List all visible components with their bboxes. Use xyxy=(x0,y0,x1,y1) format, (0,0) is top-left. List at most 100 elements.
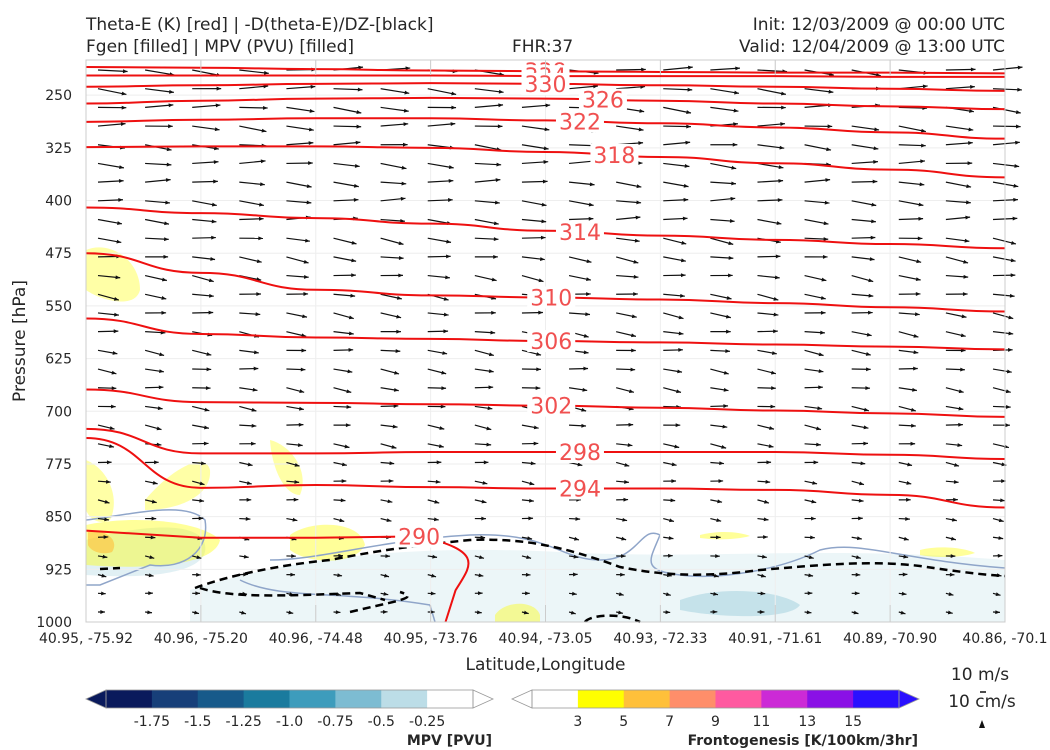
fgen-colorbar-segment xyxy=(807,690,854,708)
wind-vector-head xyxy=(731,181,736,186)
wind-vector-head xyxy=(211,202,217,207)
wind-vector-head xyxy=(122,69,128,74)
wind-vector-head xyxy=(914,312,920,317)
wind-vector-head xyxy=(820,310,826,315)
wind-vector-head xyxy=(442,351,448,355)
wind-vector-head xyxy=(164,237,169,242)
wind-vector-head xyxy=(918,216,924,221)
wind-vector-head xyxy=(154,460,159,465)
wind-vector xyxy=(710,106,739,112)
wind-vector-head xyxy=(115,275,121,280)
wind-vector-head xyxy=(868,278,874,283)
wind-vector xyxy=(945,86,975,90)
wind-vector-head xyxy=(858,498,864,503)
wind-vector-head xyxy=(668,553,673,558)
wind-vector xyxy=(757,69,788,73)
fgen-colorbar-end xyxy=(898,689,920,709)
wind-vector-head xyxy=(725,349,731,354)
mpv-colorbar-tick: -1.0 xyxy=(276,714,303,730)
wind-vector-head xyxy=(346,405,352,409)
wind-vector-head xyxy=(910,407,916,412)
wind-vector-head xyxy=(780,122,786,127)
wind-vector-head xyxy=(152,480,158,485)
theta-e-label: 298 xyxy=(559,441,601,466)
wind-vector xyxy=(616,125,644,131)
wind-vector-head xyxy=(722,424,728,429)
wind-vector xyxy=(427,123,456,127)
wind-vector-head xyxy=(290,572,296,577)
y-axis-label: Pressure [hPa] xyxy=(10,280,30,402)
fgen-fill xyxy=(86,460,114,522)
fgen-colorbar-tick: 7 xyxy=(665,714,674,730)
wind-vector-head xyxy=(403,142,408,147)
wind-vector-head xyxy=(951,517,957,522)
wind-vector-head xyxy=(294,463,300,467)
wind-vector-head xyxy=(773,296,779,301)
wind-vector-head xyxy=(198,516,204,521)
stability-contour xyxy=(99,538,1006,590)
wind-vector-head xyxy=(247,462,253,467)
wind-vector-head xyxy=(300,367,306,372)
wind-vector-head xyxy=(781,105,786,110)
wind-vector-head xyxy=(1005,404,1011,409)
mpv-colorbar-frame xyxy=(105,689,474,709)
wind-vector-head xyxy=(816,426,821,431)
wind-vector-head xyxy=(526,555,532,560)
wind-vector-head xyxy=(687,87,693,92)
wind-vector-head xyxy=(823,237,829,242)
wind-vector xyxy=(97,88,127,95)
wind-vector-head xyxy=(345,423,351,428)
wind-vector-head xyxy=(350,293,356,298)
wind-vector-head xyxy=(396,295,402,300)
axes: 250325400475550625700775850925100040.95,… xyxy=(10,60,1048,675)
theta-e-label-bg xyxy=(527,394,576,417)
wind-vector-head xyxy=(439,426,445,430)
wind-vector-head xyxy=(1010,258,1016,263)
wind-vector-head xyxy=(496,162,502,167)
wind-vector-head xyxy=(346,389,352,394)
wind-vector-head xyxy=(856,536,862,541)
wind-vector-head xyxy=(680,273,686,278)
wind-vector-head xyxy=(486,442,492,447)
wind-vector xyxy=(992,125,1021,128)
wind-vector-head xyxy=(341,462,347,467)
wind-vector-head xyxy=(448,178,454,183)
wind-vector-head xyxy=(922,84,928,89)
wind-vector-head xyxy=(812,480,818,485)
wind-vector-head xyxy=(763,535,768,540)
wind-vector-head xyxy=(728,241,734,246)
wind-vector-head xyxy=(960,333,966,338)
mpv-colorbar-segment xyxy=(197,690,245,708)
wind-vector-head xyxy=(443,329,449,334)
wind-vector xyxy=(568,85,598,90)
wind-vector-head xyxy=(539,257,545,261)
wind-vector-head xyxy=(712,609,718,614)
wind-vector-head xyxy=(723,370,729,375)
wind-vector-head xyxy=(351,258,357,263)
wind-vector-head xyxy=(807,591,813,596)
fgen-colorbar-tick: 15 xyxy=(844,714,862,730)
wind-vector-head xyxy=(148,573,154,578)
wind-vector-head xyxy=(572,572,578,577)
wind-vector-head xyxy=(903,536,909,541)
fgen-fill xyxy=(86,247,140,302)
wind-vector-head xyxy=(168,103,174,108)
wind-vector xyxy=(380,106,409,112)
filled-fields xyxy=(85,247,1006,623)
wind-vector-head xyxy=(215,103,221,108)
wind-vector-head xyxy=(243,554,249,559)
wind-vector-head xyxy=(392,424,398,429)
wind-vector-head xyxy=(680,258,686,263)
wind-vector-head xyxy=(966,184,972,189)
theta-e-label: 318 xyxy=(593,144,635,169)
wind-vector-head xyxy=(156,442,162,447)
mpv-colorbar-segment xyxy=(106,690,153,708)
theta-e-label: 306 xyxy=(530,330,572,355)
wind-vector-head xyxy=(631,333,636,338)
wind-vector-head xyxy=(680,293,685,298)
wind-vector-head xyxy=(211,235,216,240)
wind-vector-head xyxy=(715,554,720,559)
wind-vector-head xyxy=(624,479,629,484)
wind-vector-head xyxy=(997,553,1003,558)
wind-vector-head xyxy=(393,387,399,392)
